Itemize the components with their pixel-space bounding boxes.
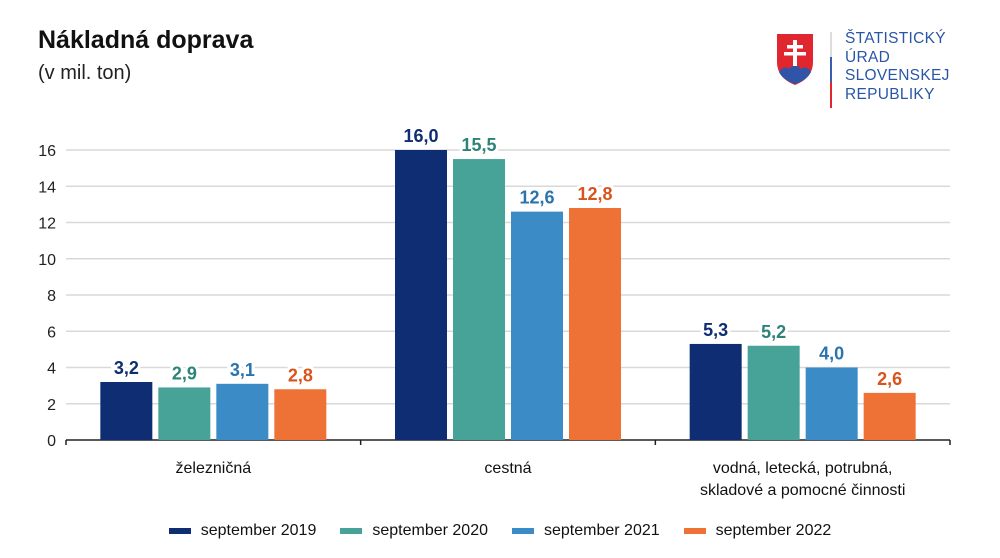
y-tick-label: 6 bbox=[47, 324, 56, 341]
y-tick-label: 12 bbox=[38, 216, 56, 233]
chart-subtitle: (v mil. ton) bbox=[38, 62, 132, 84]
bar bbox=[569, 208, 621, 440]
y-tick-label: 4 bbox=[47, 361, 56, 378]
y-tick-label: 2 bbox=[47, 397, 56, 414]
bar bbox=[805, 367, 858, 440]
data-label: 5,3 bbox=[703, 320, 728, 340]
x-category-label: skladové a pomocné činnosti bbox=[700, 482, 905, 499]
x-category-label: cestná bbox=[484, 460, 531, 477]
data-label: 2,8 bbox=[288, 365, 313, 385]
legend-item: september 2021 bbox=[512, 522, 660, 540]
y-tick-label: 10 bbox=[38, 252, 56, 269]
bar bbox=[216, 383, 269, 440]
data-label: 3,2 bbox=[114, 358, 139, 378]
logo-line: SLOVENSKEJ bbox=[845, 67, 950, 84]
data-label: 3,1 bbox=[230, 360, 255, 380]
bar bbox=[747, 345, 800, 440]
statistical-office-logo: ŠTATISTICKÝ ÚRAD SLOVENSKEJ REPUBLIKY bbox=[775, 30, 975, 110]
y-tick-label: 8 bbox=[47, 288, 56, 305]
bar bbox=[453, 159, 505, 440]
legend-item: september 2020 bbox=[340, 522, 488, 540]
bar bbox=[511, 211, 563, 440]
legend-label: september 2019 bbox=[200, 522, 317, 539]
y-tick-label: 16 bbox=[38, 143, 56, 160]
logo-line: ÚRAD bbox=[845, 48, 891, 66]
bar bbox=[689, 343, 742, 440]
legend-label: september 2021 bbox=[544, 522, 660, 539]
data-label: 12,8 bbox=[577, 184, 612, 204]
bar bbox=[100, 382, 153, 440]
y-tick-label: 14 bbox=[38, 179, 56, 196]
legend-label: september 2020 bbox=[372, 522, 488, 539]
data-label: 15,5 bbox=[461, 135, 496, 155]
logo-line: ŠTATISTICKÝ bbox=[845, 30, 946, 47]
x-category-label: železničná bbox=[176, 460, 252, 477]
logo-line: REPUBLIKY bbox=[845, 85, 935, 103]
slovak-coat-of-arms-icon bbox=[777, 34, 813, 85]
data-label: 5,2 bbox=[761, 322, 786, 342]
legend-swatch bbox=[168, 528, 191, 534]
legend-swatch bbox=[512, 528, 534, 534]
data-label: 12,6 bbox=[519, 188, 554, 208]
logo-divider bbox=[830, 32, 832, 108]
bar bbox=[863, 392, 916, 440]
x-category-label: vodná, letecká, potrubná, bbox=[713, 460, 893, 477]
y-tick-label: 0 bbox=[47, 433, 56, 450]
legend-item: september 2022 bbox=[683, 522, 832, 540]
data-label: 2,9 bbox=[172, 363, 197, 383]
chart-legend: september 2019 september 2020 september 20… bbox=[0, 522, 1000, 540]
chart-title: Nákladná doprava bbox=[38, 26, 254, 54]
bar bbox=[395, 150, 447, 440]
legend-swatch bbox=[340, 528, 363, 534]
data-label: 16,0 bbox=[403, 126, 438, 146]
logo-text: ŠTATISTICKÝ ÚRAD SLOVENSKEJ REPUBLIKY bbox=[845, 30, 950, 104]
data-label: 2,6 bbox=[877, 369, 902, 389]
data-label: 4,0 bbox=[819, 344, 844, 364]
legend-label: september 2022 bbox=[715, 522, 832, 539]
bar bbox=[274, 389, 327, 440]
legend-swatch bbox=[683, 528, 706, 534]
bar bbox=[158, 387, 211, 440]
legend-item: september 2019 bbox=[168, 522, 317, 540]
